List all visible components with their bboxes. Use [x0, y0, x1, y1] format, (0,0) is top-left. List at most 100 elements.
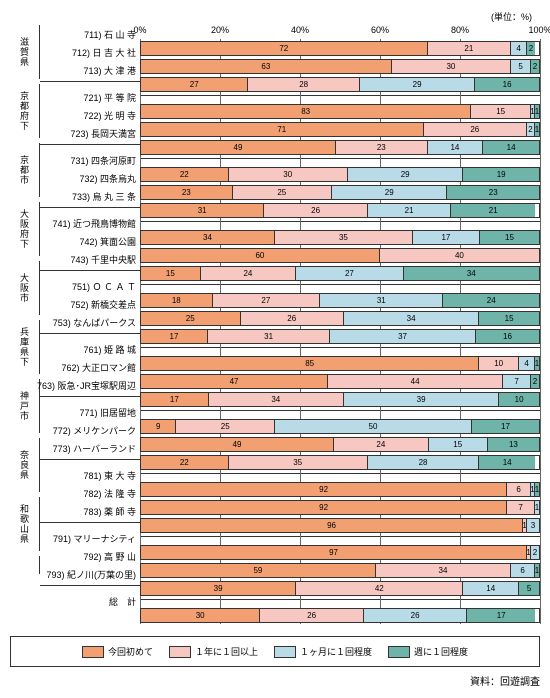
bar-row: 23252923: [140, 183, 540, 201]
bar-row: 15242734: [140, 264, 540, 282]
bar-segment: 72: [141, 42, 428, 55]
bar-segment: 27: [296, 267, 403, 280]
bar-segment: 34: [376, 564, 511, 577]
bar-segment: 24: [334, 438, 429, 451]
bar-row: 593461: [140, 561, 540, 579]
bar-segment: 10: [499, 393, 539, 406]
row-label: 712) 日 吉 大 社: [40, 43, 140, 61]
prefecture-label: 奈良県: [10, 438, 40, 492]
bar-segment: 29: [332, 186, 447, 199]
row-label: 782) 法 隆 寺: [40, 484, 140, 502]
bar-segment: 40: [380, 249, 539, 262]
bar-segment: 24: [443, 294, 539, 307]
bar-segment: 17: [413, 231, 480, 244]
bar-segment: 23: [447, 186, 539, 199]
prefecture-label: 大阪市: [10, 261, 40, 315]
row-label: 723) 長岡天満宮: [40, 124, 140, 142]
bar-segment: 49: [141, 141, 336, 154]
bar-segment: 17: [472, 420, 539, 433]
prefecture-label: 兵庫県下: [10, 320, 40, 374]
row-label: 762) 大正ロマン館: [40, 358, 140, 376]
bar-segment: 29: [348, 168, 463, 181]
bar-row: 49241513: [140, 435, 540, 453]
bar-segment: 25: [141, 312, 241, 325]
x-tick: 40%: [291, 25, 309, 35]
bar-segment: 15: [479, 312, 539, 325]
row-label: 731) 四条河原町: [40, 151, 140, 169]
row-label: 713) 大 津 港: [40, 61, 140, 79]
row-label: 773) ハーバーランド: [40, 439, 140, 457]
row-label: 771) 旧居留地: [40, 403, 140, 421]
bar-segment: 96: [141, 519, 523, 532]
bar-segment: 28: [248, 78, 359, 91]
x-axis: 0%20%40%60%80%100%: [140, 25, 540, 39]
bar-row: 22302919: [140, 165, 540, 183]
bar-segment: 1: [535, 123, 539, 136]
bar-segment: 39: [344, 393, 499, 406]
bar-segment: 27: [213, 294, 320, 307]
bar-segment: 15: [471, 105, 531, 118]
bar-segment: 26: [424, 123, 527, 136]
bar-segment: 63: [141, 60, 392, 73]
bar-segment: 31: [208, 330, 330, 343]
bar-segment: 5: [511, 60, 531, 73]
row-label: 753) なんばパークス: [40, 313, 140, 331]
bar-segment: 4: [519, 357, 535, 370]
row-label: 751) Ｏ Ｃ Ａ Ｔ: [40, 277, 140, 295]
bar-row: 851041: [140, 354, 540, 372]
bar-segment: 39: [141, 582, 296, 595]
row-label: 741) 近つ飛鳥博物館: [40, 214, 140, 232]
bar-segment: 60: [141, 249, 380, 262]
legend-label: 週に１回程度: [414, 645, 468, 658]
bar-segment: 29: [360, 78, 475, 91]
bar-segment: 34: [141, 231, 275, 244]
bar-segment: 26: [264, 204, 367, 217]
row-label: 722) 光 明 寺: [40, 106, 140, 124]
bar-segment: 19: [463, 168, 539, 181]
legend-item: １年に１回以上: [169, 645, 258, 658]
row-label: 761) 姫 路 城: [40, 340, 140, 358]
bar-segment: 1: [535, 483, 539, 496]
legend-swatch: [274, 646, 296, 658]
bar-segment: 26: [364, 609, 467, 622]
row-label: 752) 新橋交差点: [40, 295, 140, 313]
bars-area: 7221426330522728291683151171262149231414…: [140, 39, 540, 624]
bar-row: 49231414: [140, 138, 540, 156]
row-label: 763) 阪急･JR宝塚駅周辺: [40, 376, 140, 394]
prefecture-label: 滋賀県: [10, 25, 40, 79]
bar-segment: 31: [320, 294, 443, 307]
bar-row: 712621: [140, 120, 540, 138]
bar-segment: 2: [531, 60, 539, 73]
x-tick: 20%: [211, 25, 229, 35]
bar-segment: 92: [141, 501, 507, 514]
bar-segment: 23: [336, 141, 428, 154]
x-tick: 80%: [451, 25, 469, 35]
row-label: 791) マリーナシティ: [40, 529, 140, 547]
row-label: 742) 箕面公園: [40, 232, 140, 250]
bar-segment: 13: [488, 438, 539, 451]
bar-segment: 22: [141, 456, 229, 469]
bar-segment: 14: [463, 582, 519, 595]
bar-segment: 92: [141, 483, 507, 496]
bar-row: 25263415: [140, 309, 540, 327]
bar-segment: 49: [141, 438, 334, 451]
row-label: 792) 高 野 山: [40, 547, 140, 565]
bar-segment: 1: [535, 105, 539, 118]
bar-row: 30262617: [140, 606, 540, 624]
bar-segment: 30: [392, 60, 511, 73]
row-label: 772) メリケンパーク: [40, 421, 140, 439]
bar-segment: 2: [527, 42, 535, 55]
bar-segment: 1: [535, 501, 539, 514]
bar-segment: 6: [511, 564, 535, 577]
bar-segment: 18: [141, 294, 213, 307]
bar-row: 9712: [140, 543, 540, 561]
bar-segment: 34: [404, 267, 539, 280]
bar-segment: 31: [141, 204, 264, 217]
bar-row: 831511: [140, 102, 540, 120]
bar-row: 22352814: [140, 453, 540, 471]
row-label: 781) 東 大 寺: [40, 466, 140, 484]
bar-segment: 17: [141, 330, 208, 343]
bar-segment: 6: [507, 483, 531, 496]
legend-swatch: [82, 646, 104, 658]
bar-segment: 44: [328, 375, 503, 388]
